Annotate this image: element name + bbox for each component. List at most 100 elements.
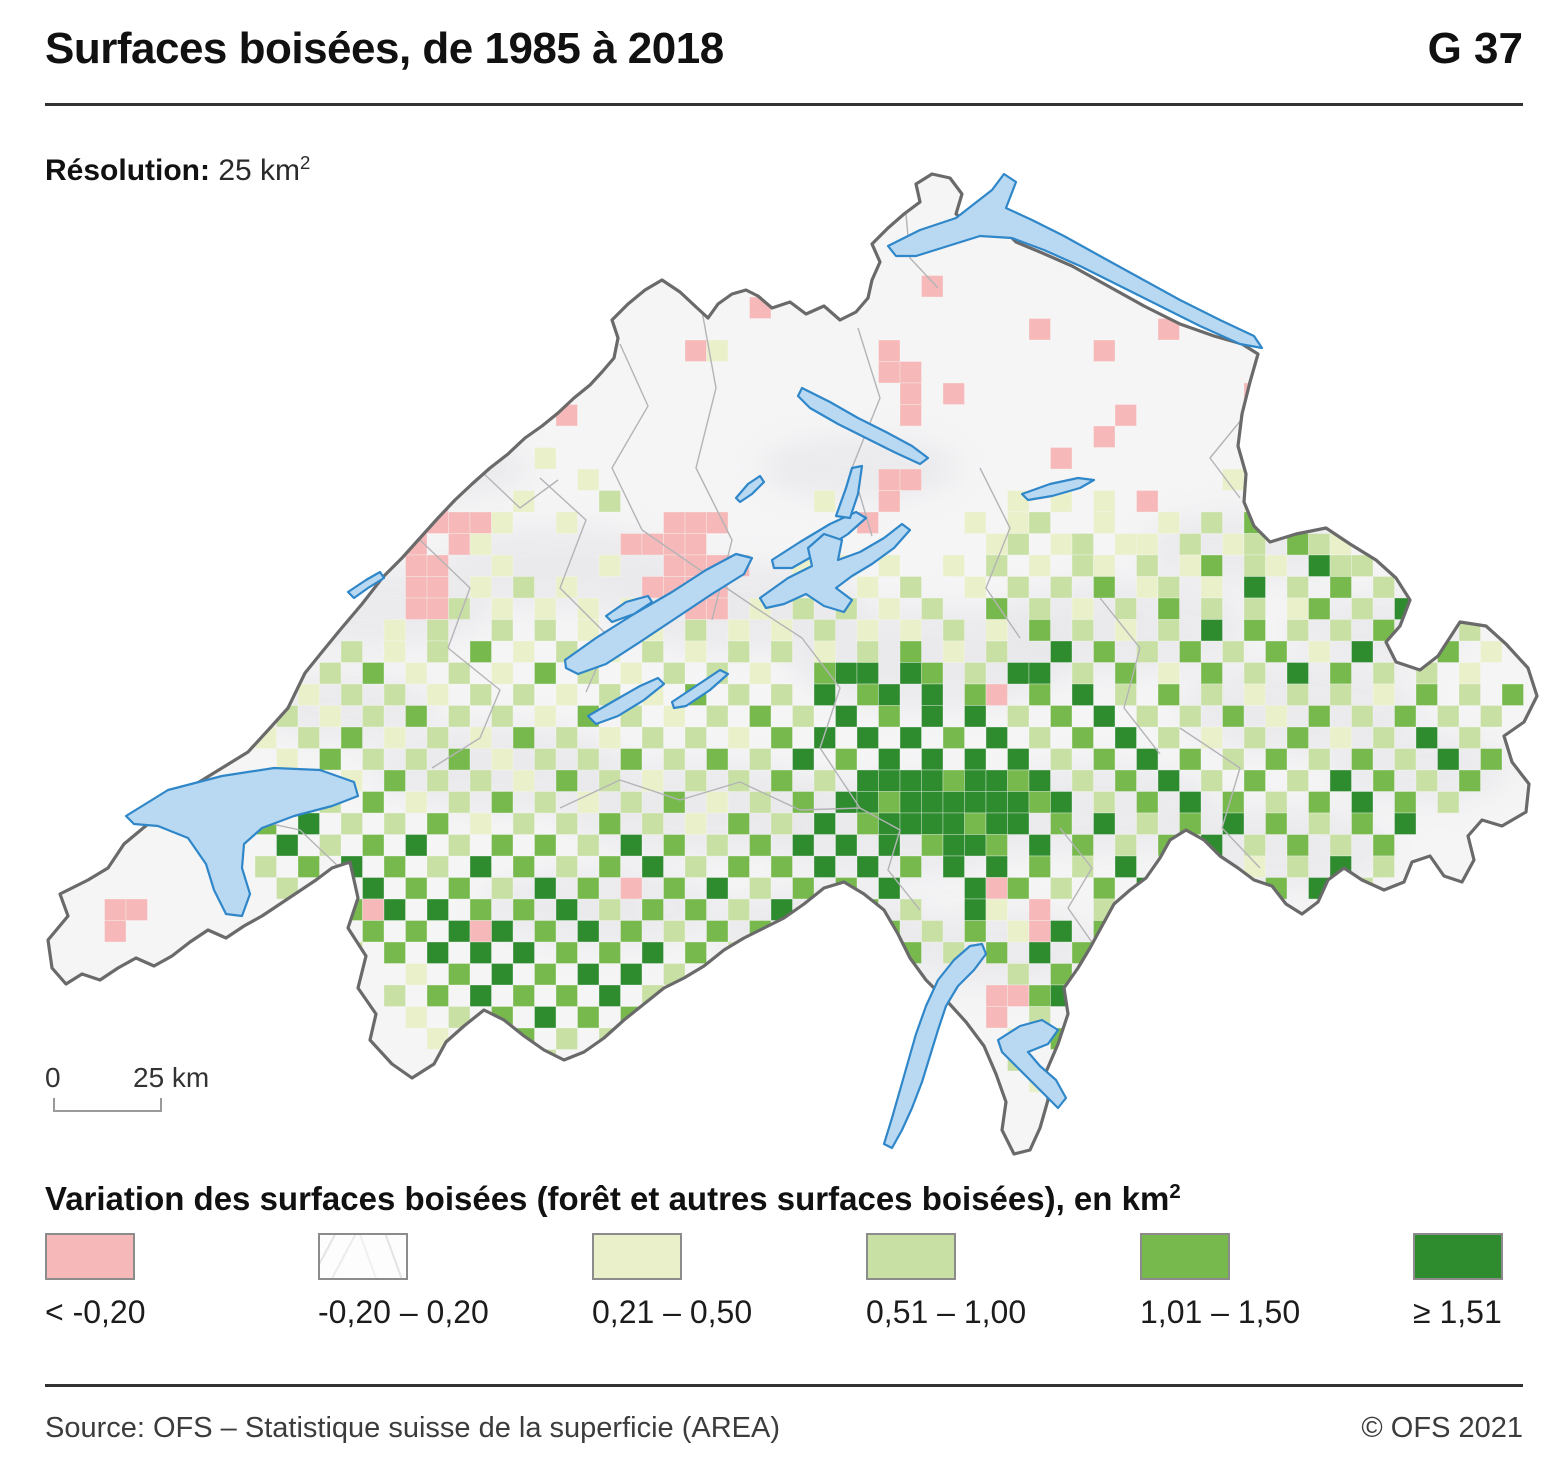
grid-cell xyxy=(899,898,922,921)
grid-cell xyxy=(1458,554,1481,577)
grid-cell xyxy=(1265,640,1288,663)
grid-cell xyxy=(942,382,965,405)
grid-cell xyxy=(405,554,428,577)
grid-cell xyxy=(727,984,750,1007)
grid-cell xyxy=(964,511,987,534)
grid-cell xyxy=(813,683,836,706)
grid-cell xyxy=(491,511,514,534)
grid-cell xyxy=(1050,210,1073,233)
grid-cell xyxy=(383,683,406,706)
grid-cell xyxy=(340,683,363,706)
grid-cell xyxy=(1351,468,1374,491)
grid-cell xyxy=(749,877,772,900)
grid-cell xyxy=(856,619,879,642)
grid-cell xyxy=(598,726,621,749)
scale-distance-label: 25 km xyxy=(133,1062,210,1093)
grid-cell xyxy=(1480,490,1503,513)
grid-cell xyxy=(1136,533,1159,556)
grid-cell xyxy=(1028,898,1051,921)
grid-cell xyxy=(663,877,686,900)
grid-cell xyxy=(1243,683,1266,706)
grid-cell xyxy=(899,576,922,599)
grid-cell xyxy=(1179,877,1202,900)
grid-cell xyxy=(1480,576,1503,599)
grid-cell xyxy=(1394,640,1417,663)
grid-cell xyxy=(1372,683,1395,706)
grid-cell xyxy=(942,769,965,792)
grid-cell xyxy=(964,791,987,814)
grid-cell xyxy=(1480,554,1503,577)
grid-cell xyxy=(491,791,514,814)
grid-cell xyxy=(555,898,578,921)
grid-cell xyxy=(1329,662,1352,685)
grid-cell xyxy=(620,877,643,900)
grid-cell xyxy=(770,898,793,921)
grid-cell xyxy=(1286,834,1309,857)
grid-cell xyxy=(448,963,471,986)
grid-cell xyxy=(1265,554,1288,577)
grid-cell xyxy=(706,791,729,814)
grid-cell xyxy=(491,554,514,577)
grid-cell xyxy=(985,877,1008,900)
grid-cell xyxy=(340,812,363,835)
legend-swatch xyxy=(592,1233,682,1280)
grid-cell xyxy=(1028,597,1051,620)
legend-swatch xyxy=(866,1233,956,1280)
switzerland-map xyxy=(46,172,1539,1156)
grid-cell xyxy=(1437,705,1460,728)
grid-cell xyxy=(383,533,406,556)
grid-cell xyxy=(1114,855,1137,878)
grid-cell xyxy=(1093,490,1116,513)
grid-cell xyxy=(770,726,793,749)
grid-cell xyxy=(362,920,385,943)
grid-cell xyxy=(706,339,729,362)
grid-cell xyxy=(856,576,879,599)
grid-cell xyxy=(899,812,922,835)
grid-cell xyxy=(340,726,363,749)
grid-cell xyxy=(770,855,793,878)
grid-cell xyxy=(1114,404,1137,427)
grid-cell xyxy=(555,576,578,599)
grid-cell xyxy=(555,941,578,964)
resolution-label: Résolution: xyxy=(45,154,210,187)
grid-cell xyxy=(1007,533,1030,556)
grid-cell xyxy=(684,769,707,792)
grid-cell xyxy=(383,619,406,642)
relief-shading xyxy=(1180,660,1420,756)
grid-cell xyxy=(1028,511,1051,534)
grid-cell xyxy=(985,941,1008,964)
grid-cell xyxy=(297,683,320,706)
grid-cell xyxy=(491,920,514,943)
grid-cell xyxy=(1286,726,1309,749)
grid-cell xyxy=(1136,812,1159,835)
grid-cell xyxy=(1351,597,1374,620)
grid-cell xyxy=(1372,769,1395,792)
grid-cell xyxy=(749,296,772,319)
grid-cell xyxy=(1265,425,1288,448)
grid-cell xyxy=(362,791,385,814)
grid-cell xyxy=(1308,554,1331,577)
grid-cell xyxy=(555,855,578,878)
grid-cell xyxy=(1372,834,1395,857)
grid-cell xyxy=(1007,511,1030,534)
grid-cell xyxy=(534,597,557,620)
grid-cell xyxy=(663,791,686,814)
grid-cell xyxy=(362,877,385,900)
grid-cell xyxy=(1480,748,1503,771)
lake-lac-morat xyxy=(604,594,654,624)
grid-cell xyxy=(985,855,1008,878)
grid-cell xyxy=(942,619,965,642)
grid-cell xyxy=(1093,640,1116,663)
legend-title: Variation des surfaces boisées (forêt et… xyxy=(45,1180,1181,1218)
grid-cell xyxy=(491,619,514,642)
grid-cell xyxy=(426,984,449,1007)
grid-cell xyxy=(1437,425,1460,448)
grid-cell xyxy=(319,748,342,771)
grid-cell xyxy=(813,490,836,513)
canton-border xyxy=(559,779,861,811)
grid-cell xyxy=(1007,963,1030,986)
grid-cell xyxy=(1222,791,1245,814)
grid-cell xyxy=(921,683,944,706)
grid-cell xyxy=(1136,898,1159,921)
grid-cell xyxy=(319,834,342,857)
